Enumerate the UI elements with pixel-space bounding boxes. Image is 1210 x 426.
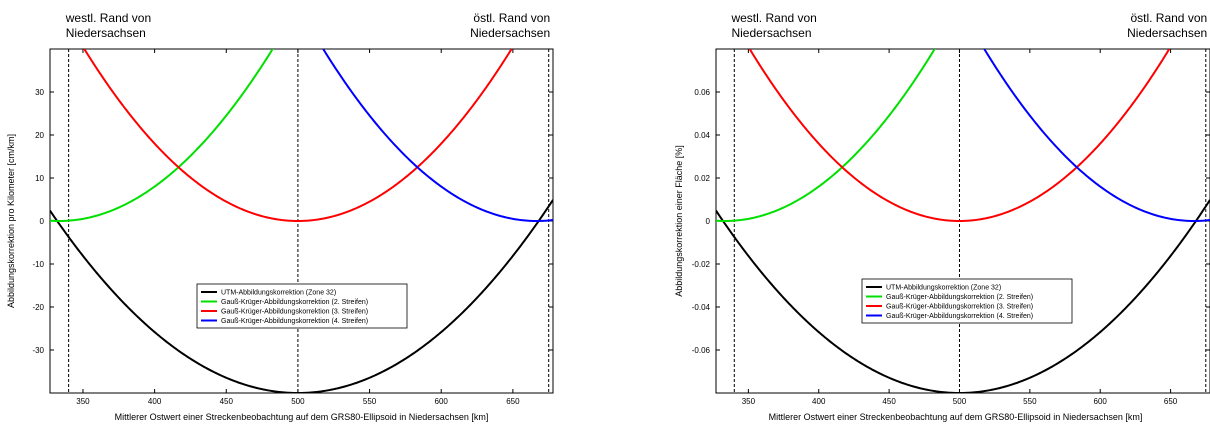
x-tick-label: 650 (1164, 397, 1178, 406)
series-line-1 (716, 199, 1210, 393)
x-tick-label: 500 (953, 397, 967, 406)
y-axis-label: Abbildungskorrektion einer Fläche [%] (674, 145, 684, 297)
series-line-3 (83, 49, 513, 223)
y-tick-label: 10 (35, 174, 44, 183)
y-tick-label: 30 (35, 88, 44, 97)
legend-entry: UTM-Abbildungskorrektion (Zone 32) (221, 290, 336, 297)
x-tick-label: 500 (291, 397, 305, 406)
y-tick-label: -20 (32, 303, 44, 312)
legend-entry: Gauß-Krüger-Abbildungskorrektion (3. Str… (221, 309, 368, 316)
x-tick-label: 350 (742, 397, 756, 406)
series-line-2 (716, 49, 936, 222)
y-tick-label: 0 (40, 217, 45, 226)
x-tick-label: 600 (1094, 397, 1108, 406)
legend-entry: Gauß-Krüger-Abbildungskorrektion (4. Str… (221, 318, 368, 325)
y-tick-label: 0.02 (694, 174, 710, 183)
x-tick-label: 450 (882, 397, 896, 406)
y-tick-label: -0.04 (692, 303, 711, 312)
y-tick-label: -0.06 (692, 346, 711, 355)
west-edge-annotation: westl. Rand von Niedersachsen (730, 11, 816, 40)
left-chart: 350 400 450 500 550 600 650 -30 -20 -10 0 10 20 30 wes… (6, 11, 554, 422)
y-tick-label: -10 (32, 260, 44, 269)
y-tick-label: 0.06 (694, 88, 710, 97)
y-tick-label: 0.04 (694, 131, 710, 140)
right-chart: 350 400 450 500 550 600 650 -0.06 -0.04 -0.02 0 0.0… (674, 11, 1210, 422)
legend: UTM-Abbildungskorrektion (Zone 32) Gauß-K… (196, 283, 408, 329)
y-tick-label: -30 (32, 346, 44, 355)
x-tick-label: 400 (148, 397, 162, 406)
x-axis-label: Mittlerer Ostwert einer Streckenbeobacht… (115, 412, 489, 422)
x-tick-label: 600 (435, 397, 449, 406)
x-tick-label: 350 (76, 397, 90, 406)
y-tick-label: 0 (706, 217, 711, 226)
x-tick-label: 650 (506, 397, 520, 406)
series-line-2 (50, 49, 274, 222)
x-tick-label: 450 (220, 397, 234, 406)
legend: UTM-Abbildungskorrektion (Zone 32) Gauß-K… (861, 278, 1073, 324)
series-line-4 (322, 49, 553, 222)
series-line-3 (748, 49, 1171, 223)
legend-entry: Gauß-Krüger-Abbildungskorrektion (2. Str… (886, 294, 1033, 301)
y-tick-label: 20 (35, 131, 44, 140)
y-axis-label: Abbildungskorrektion pro Kilometer [cm/k… (6, 134, 16, 308)
series-line-1 (50, 199, 553, 393)
legend-entry: Gauß-Krüger-Abbildungskorrektion (4. Str… (886, 313, 1033, 320)
east-edge-annotation: östl. Rand von Niedersachsen (470, 11, 550, 40)
y-tick-label: -0.02 (692, 260, 711, 269)
x-tick-label: 550 (363, 397, 377, 406)
legend-entry: UTM-Abbildungskorrektion (Zone 32) (886, 285, 1001, 292)
x-tick-label: 400 (812, 397, 826, 406)
legend-entry: Gauß-Krüger-Abbildungskorrektion (2. Str… (221, 299, 368, 306)
x-tick-label: 550 (1023, 397, 1037, 406)
x-axis-label: Mittlerer Ostwert einer Streckenbeobacht… (769, 412, 1143, 422)
east-edge-annotation: östl. Rand von Niedersachsen (1127, 11, 1207, 40)
legend-entry: Gauß-Krüger-Abbildungskorrektion (3. Str… (886, 304, 1033, 311)
series-line-4 (983, 49, 1210, 222)
west-edge-annotation: westl. Rand von Niedersachsen (65, 11, 151, 40)
